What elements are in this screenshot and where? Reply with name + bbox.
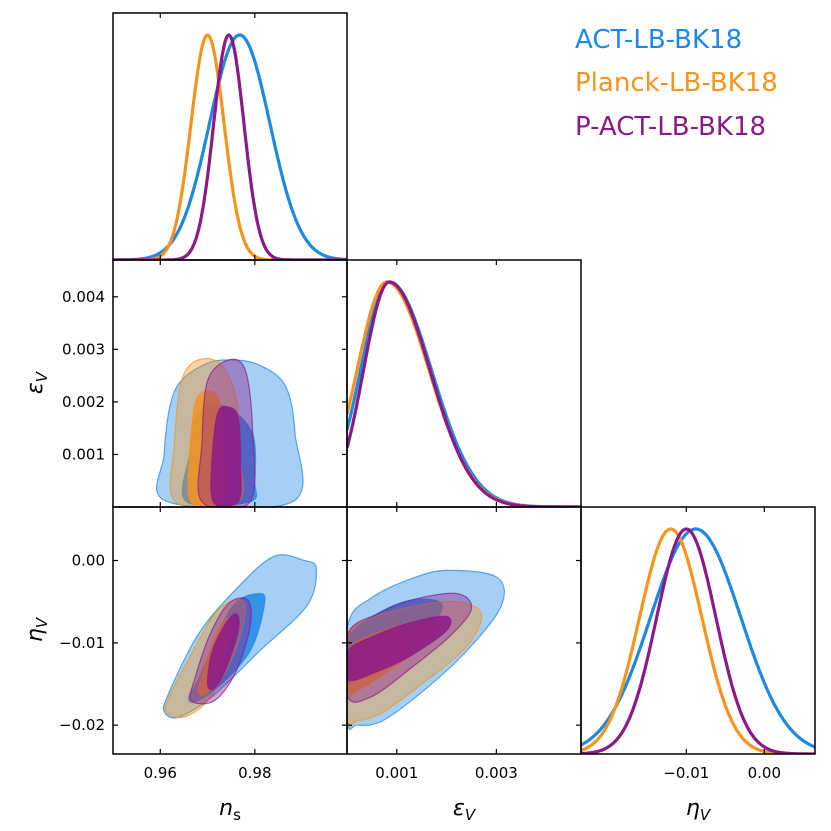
posterior-p-act-lb-bk18-epsV [347, 280, 581, 507]
y-tick-label-epsV-0: 0.001 [62, 445, 105, 463]
x-tick-label-etaV-0: −0.01 [663, 764, 709, 782]
posterior-act-lb-bk18-ns [113, 33, 347, 260]
axis-title-etaV: ηV [686, 796, 712, 824]
posterior-planck-lb-bk18-etaV [581, 527, 815, 754]
panel-frame-1-1 [346, 259, 582, 508]
contour-p-act-lb-bk18-ns_eps-68 [210, 405, 242, 507]
y-tick-label-etaV-0: −0.02 [59, 716, 105, 734]
posterior-p-act-lb-bk18-etaV [581, 527, 815, 754]
posterior-line-layer [113, 33, 815, 754]
panel-ns_eps-contours [156, 357, 304, 507]
legend-entry-pact: P-ACT-LB-BK18 [575, 112, 766, 142]
x-tick-label-epsV-1: 0.003 [475, 764, 518, 782]
panel-eps_eta-contours [347, 569, 505, 731]
legend-entry-act: ACT-LB-BK18 [575, 25, 742, 55]
axis-title-etaV: ηV [23, 616, 51, 642]
y-tick-label-epsV-1: 0.002 [62, 393, 105, 411]
posterior-act-lb-bk18-etaV [581, 527, 815, 749]
contour-p-act-lb-bk18-eps_eta-68 [347, 615, 452, 682]
axis-title-ns: ns [219, 796, 241, 824]
x-tick-label-ns-1: 0.98 [238, 764, 271, 782]
contour-p-act-lb-bk18-ns_eta-68 [206, 613, 240, 691]
posterior-planck-lb-bk18-epsV [347, 280, 581, 507]
x-tick-label-etaV-1: 0.00 [748, 764, 781, 782]
axis-title-epsV: εV [453, 796, 477, 824]
panel-etaV-posterior [581, 527, 815, 754]
y-tick-label-epsV-2: 0.003 [62, 340, 105, 358]
posterior-act-lb-bk18-epsV [347, 280, 581, 507]
panel-epsV-posterior [347, 280, 581, 507]
panel-frame-layer [112, 12, 816, 755]
legend: ACT-LB-BK18 Planck-LB-BK18 P-ACT-LB-BK18 [575, 25, 778, 142]
y-tick-label-epsV-3: 0.004 [62, 288, 105, 306]
contour-fill-layer [156, 357, 505, 731]
panel-ns-posterior [113, 33, 347, 260]
axis-title-epsV: εV [23, 370, 51, 394]
tick-layer [113, 13, 765, 754]
posterior-planck-lb-bk18-ns [113, 33, 347, 260]
y-tick-label-etaV-1: −0.01 [59, 634, 105, 652]
x-tick-label-epsV-0: 0.001 [375, 764, 418, 782]
label-layer: 0.96 0.98 0.001 0.003 −0.01 0.00 0.001 0.002 0.0… [23, 288, 781, 824]
panel-frame-2-2 [580, 506, 816, 755]
posterior-p-act-lb-bk18-ns [113, 33, 347, 260]
x-tick-label-ns-0: 0.96 [144, 764, 177, 782]
y-tick-label-etaV-2: 0.00 [72, 552, 105, 570]
legend-entry-planck: Planck-LB-BK18 [575, 68, 778, 98]
panel-ns_eta-contours [162, 554, 317, 719]
